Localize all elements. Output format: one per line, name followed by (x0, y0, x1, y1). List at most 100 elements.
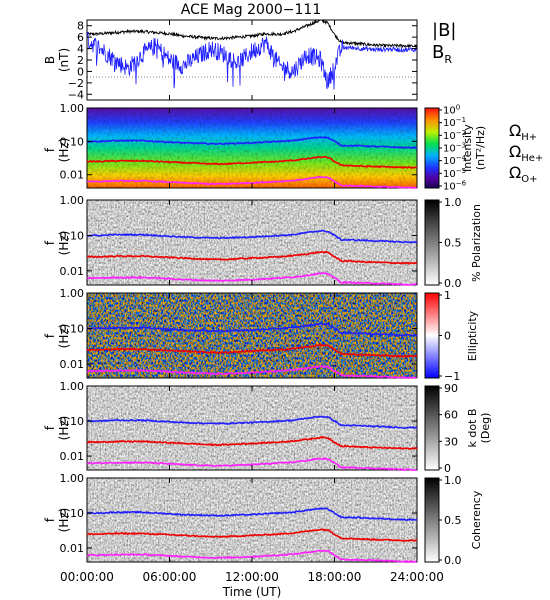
kdotb-cbar-tick-label: 60 (444, 409, 458, 422)
coherency-omega-he-line (87, 528, 418, 542)
polarization-ytick-label: 0.01 (60, 265, 85, 278)
coherency-ytick-label: 1.00 (60, 472, 85, 485)
polarization-ylabel-bottom: (Hz) (57, 231, 71, 256)
coherency-cbar-tick-label: 1.0 (444, 474, 462, 487)
intensity-cbar-tick-label: 10−6 (443, 180, 467, 193)
b-ytick-label: 4 (77, 43, 84, 56)
cbar-tick-base: 10 (443, 169, 456, 180)
ellipticity-omega-o-line (87, 365, 418, 379)
polarization-spectrogram (87, 200, 417, 285)
ellipticity-omega-he-line (86, 343, 418, 358)
polarization-omega-h-line (87, 229, 418, 244)
b-radial-line (86, 32, 418, 90)
x-axis-label: Time (UT) (222, 585, 282, 599)
cbar-tick-base: 10 (443, 182, 456, 193)
coherency-omega-o-line (86, 549, 418, 564)
legend-omega-h-sub: H+ (521, 132, 537, 143)
ellipticity-cbar-label: Ellipticity (466, 310, 479, 361)
legend-omega-h-main: Ω (509, 121, 521, 140)
b-ytick-label: 2 (77, 54, 84, 67)
ellipticity-ylabel-top: f (43, 333, 57, 338)
legend-b-radial-sub: R (444, 53, 452, 66)
polarization-ytick-label: 0.10 (60, 229, 85, 242)
kdotb-ytick-label: 0.10 (60, 415, 85, 428)
b-ylabel-bottom: (nT) (57, 48, 71, 72)
b-ytick-label: 8 (77, 20, 84, 33)
b-magnitude-line (86, 18, 418, 49)
polarization-cbar-tick-label: 0.0 (444, 277, 462, 290)
kdotb-ylabel-top: f (43, 425, 57, 430)
kdotb-cbar-tick-label: 30 (444, 435, 458, 448)
legend-omega-h: ΩH+ (509, 121, 537, 143)
ellipticity-ytick-label: 0.10 (60, 322, 85, 335)
ellipticity-colorbar (424, 292, 440, 379)
coherency-cbar-tick-label: 0.5 (444, 514, 462, 527)
legend-omega-he-sub: He+ (521, 153, 543, 164)
polarization-cbar-tick-label: 0.5 (444, 237, 462, 250)
intensity-ytick-label: 0.01 (60, 169, 85, 182)
polarization-ytick-label: 1.00 (60, 194, 85, 207)
ellipticity-ytick-label: 0.01 (60, 358, 85, 371)
intensity-panel (86, 107, 440, 189)
legend-b-magnitude: |B| (432, 20, 456, 41)
cbar-tick-exponent: −3 (456, 142, 466, 150)
ellipticity-omega-h-line (86, 322, 418, 337)
intensity-cbar-label-2: (nT²/Hz) (474, 126, 487, 170)
legend-b-radial: BR (432, 42, 452, 66)
coherency-ylabel-bottom: (Hz) (57, 508, 71, 533)
b-ytick-label: −4 (68, 88, 84, 101)
coherency-spectrogram (87, 478, 417, 562)
kdotb-omega-o-line (86, 457, 418, 472)
cbar-tick-exponent: −4 (456, 154, 467, 162)
cbar-tick-exponent: 0 (456, 104, 460, 112)
legend-omega-o-main: Ω (509, 163, 521, 182)
ellipticity-ylabel-bottom: (Hz) (57, 324, 71, 349)
intensity-cbar-tick-label: 100 (443, 104, 460, 117)
ellipticity-cbar-tick-label: −1 (444, 370, 460, 383)
intensity-ytick-label: 1.00 (60, 102, 85, 115)
polarization-cbar-label: % Polarization (470, 204, 483, 282)
coherency-colorbar (424, 477, 440, 563)
intensity-colorbar (424, 107, 440, 189)
b-ytick-label: −2 (68, 77, 84, 90)
b-ylabel-top: B (43, 56, 57, 64)
cbar-tick-base: 10 (443, 131, 456, 142)
kdotb-omega-h-line (86, 415, 418, 430)
intensity-cbar-label-1: Intensity (461, 124, 474, 172)
intensity-cbar-tick-label: 10−1 (443, 116, 466, 129)
cbar-tick-exponent: −2 (456, 129, 466, 137)
polarization-cbar-tick-label: 1.0 (444, 196, 462, 209)
x-tick-label: 00:00:00 (60, 570, 114, 584)
intensity-cbar-tick-label: 10−4 (443, 154, 467, 167)
cbar-tick-exponent: −5 (456, 167, 466, 175)
coherency-cbar-tick-label: 0.0 (444, 554, 462, 567)
polarization-ylabel-top: f (43, 240, 57, 245)
cbar-tick-base: 10 (443, 118, 456, 129)
intensity-ylabel-bottom: (Hz) (57, 138, 71, 163)
coherency-ytick-label: 0.10 (60, 507, 85, 520)
coherency-cbar-label: Coherency (470, 490, 483, 549)
ellipticity-spectrogram (87, 293, 417, 378)
kdotb-panel (86, 385, 440, 471)
legend-omega-he-main: Ω (509, 142, 521, 161)
coherency-ylabel-top: f (43, 517, 57, 522)
b-ytick-label: 0 (77, 65, 84, 78)
kdotb-cbar-tick-label: 90 (444, 382, 458, 395)
intensity-ytick-label: 0.10 (60, 135, 85, 148)
ellipticity-cbar-tick-label: 0 (444, 330, 451, 343)
intensity-ylabel-top: f (43, 147, 57, 152)
polarization-colorbar (424, 199, 440, 286)
figure-title: ACE Mag 2000−111 (181, 2, 321, 18)
coherency-omega-h-line (86, 506, 418, 522)
cbar-tick-exponent: −6 (456, 180, 467, 188)
kdotb-omega-he-line (86, 435, 418, 451)
kdotb-ytick-label: 1.00 (60, 380, 85, 393)
b-ytick-label: 6 (77, 31, 84, 44)
cbar-tick-base: 10 (443, 144, 456, 155)
x-tick-label: 06:00:00 (143, 570, 197, 584)
legend-b-radial-main: B (432, 42, 444, 63)
cbar-tick-base: 10 (443, 106, 456, 117)
kdotb-colorbar (424, 385, 440, 471)
intensity-cbar-tick-label: 10−3 (443, 142, 466, 155)
